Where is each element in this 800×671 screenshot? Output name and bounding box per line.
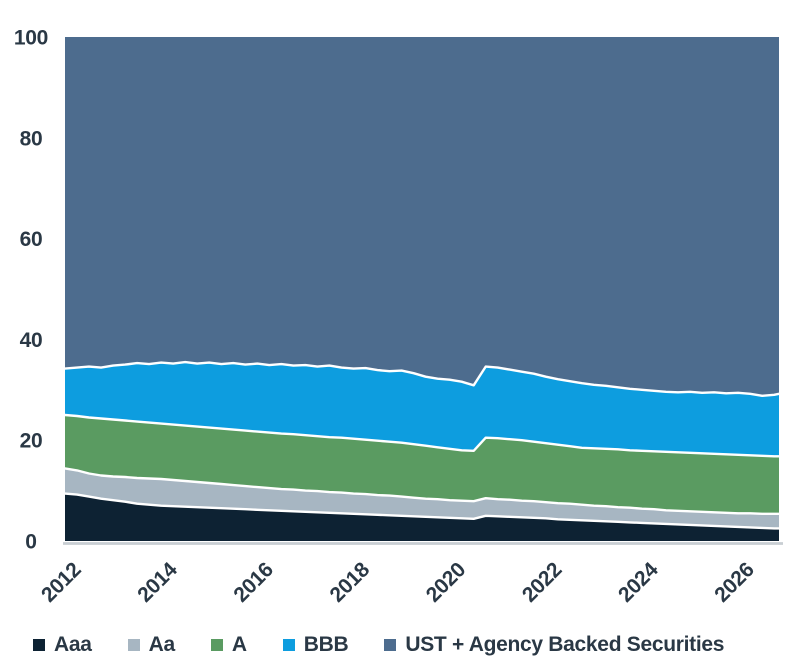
y-tick-label-20: 20: [20, 430, 43, 453]
legend-swatch-bbb: [282, 639, 295, 651]
legend-item-ust-agency-backed-securities: UST + Agency Backed Securities: [384, 633, 724, 657]
x-tick-label-2026: 2026: [710, 558, 758, 606]
x-tick-label-2014: 2014: [133, 558, 182, 607]
legend-item-bbb: BBB: [282, 633, 349, 657]
y-tick-label-100: 100: [14, 27, 48, 50]
legend-swatch-aa: [127, 639, 140, 651]
legend-label-ust-agency-backed-securities: UST + Agency Backed Securities: [405, 633, 725, 656]
legend-swatch-a: [210, 639, 223, 651]
x-tick-label-2012: 2012: [37, 558, 85, 606]
x-tick-label-2022: 2022: [518, 558, 566, 606]
x-tick-label-2016: 2016: [229, 558, 277, 606]
series-boundary-a: [63, 413, 781, 458]
series-boundary-aa: [63, 467, 781, 515]
legend-swatch-aaa: [33, 639, 45, 651]
legend-label-aaa: Aaa: [54, 633, 92, 656]
legend-label-bbb: BBB: [303, 633, 349, 656]
x-tick-label-2024: 2024: [614, 558, 663, 607]
x-tick-label-2018: 2018: [326, 558, 375, 607]
y-tick-label-60: 60: [20, 228, 43, 251]
y-tick-label-0: 0: [25, 531, 36, 554]
legend-item-a: A: [210, 633, 247, 657]
legend-label-aa: Aa: [148, 633, 176, 656]
y-tick-label-40: 40: [20, 329, 43, 352]
x-tick-label-2020: 2020: [422, 558, 470, 606]
legend-item-aa: Aa: [127, 633, 176, 657]
series-boundary-aaa: [63, 492, 781, 530]
chart-legend: Aaa Aa A BBB UST + Agency Backed Securities: [33, 631, 724, 659]
series-boundary-bbb: [63, 360, 781, 397]
legend-swatch-ust-agency-backed-securities: [384, 639, 397, 651]
legend-label-a: A: [231, 633, 247, 656]
y-tick-label-80: 80: [20, 127, 43, 150]
legend-item-aaa: Aaa: [33, 633, 92, 657]
